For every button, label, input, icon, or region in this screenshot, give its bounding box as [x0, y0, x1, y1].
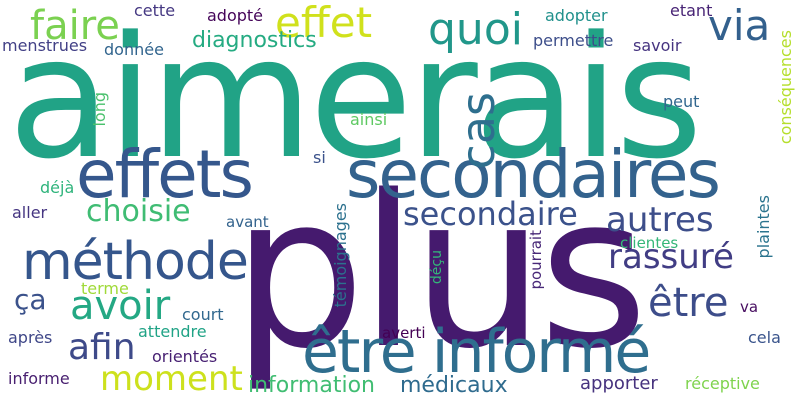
word-avoir: avoir	[70, 283, 171, 329]
word-etre: être	[648, 280, 729, 326]
word-attendre: attendre	[138, 322, 207, 341]
word-apporter: apporter	[580, 373, 658, 394]
word-adopte: adopté	[207, 6, 264, 25]
word-va: va	[740, 298, 759, 316]
word-consequences: conséquences	[776, 30, 795, 145]
word-choisie: choisie	[86, 194, 191, 229]
word-secondaires: secondaires	[346, 136, 721, 213]
word-effets: effets	[76, 136, 254, 213]
word-rassure: rassuré	[608, 237, 734, 277]
word-informe: informe	[8, 369, 70, 388]
word-si: si	[313, 148, 326, 167]
word-autres: autres	[606, 200, 714, 240]
word-cela: cela	[748, 328, 781, 347]
word-permettre: permettre	[533, 31, 614, 50]
word-savoir: savoir	[633, 36, 682, 55]
word-aller: aller	[12, 203, 48, 222]
word-information: information	[248, 373, 375, 398]
word-peut: peut	[663, 92, 700, 111]
word-etant: etant	[670, 1, 713, 20]
word-aimerais: aimerais	[8, 0, 703, 196]
word-clientes: clientes	[620, 234, 679, 252]
word-menstrues: menstrues	[2, 36, 88, 55]
word-secondaire: secondaire	[403, 195, 578, 233]
word-donnee: donnée	[104, 40, 164, 59]
word-long: long	[90, 92, 109, 127]
word-afin: afin	[68, 327, 136, 368]
word-medicaux: médicaux	[400, 373, 508, 398]
word-court: court	[182, 305, 224, 324]
word-temoignages: témoignages	[331, 203, 350, 308]
word-orientes: orientés	[152, 347, 218, 366]
word-avant: avant	[226, 213, 269, 231]
word-deja: déjà	[40, 178, 75, 197]
word-cette: cette	[134, 1, 176, 20]
word-terme: terme	[81, 279, 129, 298]
word-plus: plus	[232, 150, 648, 395]
word-ainsi: ainsi	[350, 110, 388, 129]
word-via: via	[708, 1, 771, 50]
word-faire: faire	[30, 3, 120, 49]
word-apres: après	[8, 328, 53, 347]
word-cas: cas	[451, 92, 505, 170]
word-diagnostics: diagnostics	[192, 28, 317, 53]
word-receptive: réceptive	[685, 374, 760, 393]
word-moment: moment	[100, 359, 243, 399]
word-averti: averti	[382, 324, 426, 342]
word-pourrait: pourrait	[527, 230, 545, 290]
word-adopter: adopter	[545, 6, 608, 25]
word-plaintes: plaintes	[754, 195, 773, 259]
word-effet: effet	[275, 0, 373, 47]
word-ca: ça	[14, 283, 47, 316]
word-quoi: quoi	[428, 4, 523, 55]
word-decu: déçu	[429, 250, 445, 285]
word-methode: méthode	[22, 232, 249, 292]
word-etre-informe: être informé	[302, 317, 651, 387]
